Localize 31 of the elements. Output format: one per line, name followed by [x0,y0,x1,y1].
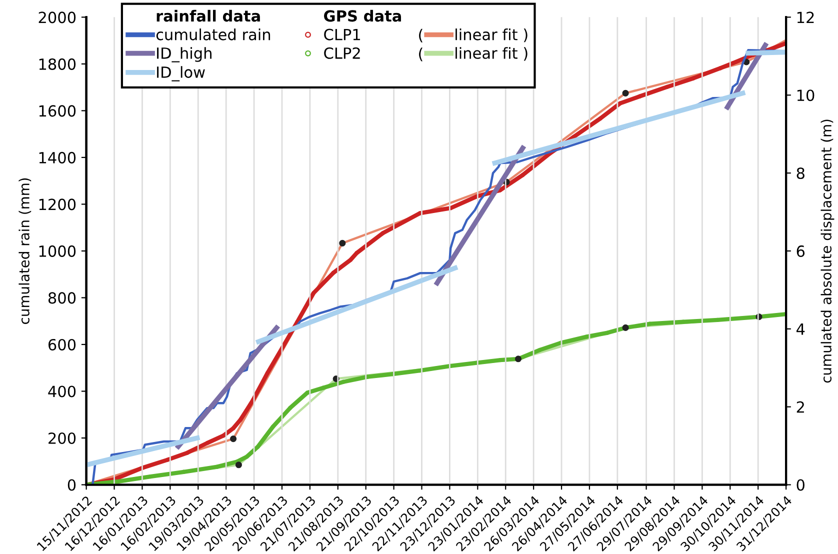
annotation: GPS data [324,10,401,22]
y-tick-label: 1400 [39,152,76,164]
y-tick-label: 200 [48,432,76,444]
y2-tick-label: 4 [796,324,805,335]
y-tick-label: 0 [68,479,76,491]
y2-tick-label: 6 [796,245,805,257]
y-tick-label: 2000 [38,12,76,24]
legend-label: CLP1 [324,28,360,40]
y2-tick-label: 0 [796,479,804,491]
y2-tick-label: 2 [796,401,804,413]
y-tick-label: 800 [48,292,76,304]
y-tick-label: 1800 [39,58,76,70]
y-tick-label: 600 [48,338,76,350]
legend-label: linear fit ) [456,28,528,42]
y2-tick-label: 12 [797,12,814,23]
y-tick-label: 1600 [39,105,76,117]
legend-label: ID_low [157,66,205,82]
annotation: rainfall data [156,10,260,22]
y2-tick-label: 10 [797,90,814,102]
y2-tick-label: 8 [796,168,804,180]
legend-label: linear fit ) [456,47,528,61]
y-axis-title: cumulated rain (mm) [18,178,32,324]
legend-label: CLP2 [324,47,360,59]
y-tick-label: 1000 [39,245,76,257]
annotation: ( [419,48,422,62]
y-tick-label: 400 [48,386,76,398]
legend-label: cumulated rain [156,28,270,40]
legend-label: ID_high [157,47,212,62]
annotation: ( [419,28,422,42]
y2-axis-title: cumulated absolute displacement (m) [820,120,834,383]
y-tick-label: 1200 [39,198,76,210]
